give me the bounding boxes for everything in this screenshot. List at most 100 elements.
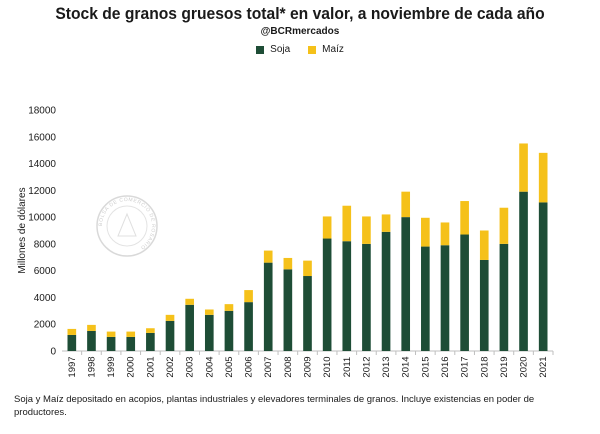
x-tick-label: 1998 bbox=[86, 356, 97, 377]
bar-soja-2013 bbox=[381, 231, 391, 351]
bar-maiz-2009 bbox=[303, 260, 312, 277]
y-tick-label: 0 bbox=[50, 347, 56, 358]
bar-soja-2008 bbox=[283, 269, 293, 351]
chart-title: Stock de granos gruesos total* en valor,… bbox=[55, 4, 545, 23]
bar-maiz-2015 bbox=[421, 217, 430, 247]
x-tick-label: 2003 bbox=[185, 356, 196, 377]
legend-swatch-soja bbox=[256, 45, 265, 54]
x-tick-label: 2019 bbox=[499, 356, 510, 377]
chart-subtitle: @BCRmercados bbox=[260, 26, 340, 37]
bar-soja-2014 bbox=[401, 217, 411, 351]
bar-maiz-2001 bbox=[146, 328, 155, 333]
bar-maiz-2017 bbox=[460, 201, 469, 235]
x-tick-label: 2000 bbox=[126, 356, 137, 377]
x-tick-label: 2001 bbox=[145, 356, 156, 377]
y-tick-label: 10000 bbox=[28, 213, 56, 224]
bar-maiz-2004 bbox=[204, 309, 214, 315]
bar-maiz-2003 bbox=[185, 298, 194, 305]
x-tick-label: 2009 bbox=[303, 356, 314, 377]
y-tick-label: 18000 bbox=[28, 106, 56, 117]
bar-soja-2000 bbox=[126, 336, 136, 351]
x-tick-label: 2020 bbox=[519, 356, 530, 377]
bar-maiz-2019 bbox=[499, 207, 509, 244]
x-tick-label: 2011 bbox=[342, 357, 353, 377]
bar-maiz-2007 bbox=[263, 250, 273, 263]
bar-maiz-1999 bbox=[106, 331, 116, 337]
footnote: Soja y Maíz depositado en acopios, plant… bbox=[14, 394, 535, 418]
bar-soja-2003 bbox=[185, 304, 194, 351]
x-tick-label: 2007 bbox=[263, 356, 274, 377]
bar-soja-2016 bbox=[440, 245, 450, 351]
bar-soja-2020 bbox=[519, 191, 528, 351]
x-tick-label: 2010 bbox=[322, 356, 333, 377]
y-tick-label: 12000 bbox=[28, 186, 56, 197]
bar-soja-1999 bbox=[106, 336, 116, 351]
x-tick-label: 1997 bbox=[67, 356, 78, 377]
bar-soja-2007 bbox=[263, 262, 273, 351]
legend-label-soja: Soja bbox=[270, 44, 291, 55]
x-tick-label: 2017 bbox=[460, 356, 471, 377]
stacked-bar-chart: BOLSA DE COMERCIO DE ROSARIO020004000600… bbox=[17, 106, 554, 378]
bar-maiz-2020 bbox=[519, 143, 528, 192]
x-tick-label: 2016 bbox=[440, 356, 451, 377]
bar-soja-1997 bbox=[67, 334, 77, 351]
bar-soja-2012 bbox=[362, 243, 371, 351]
x-tick-label: 1999 bbox=[106, 356, 117, 377]
bar-maiz-2000 bbox=[126, 331, 136, 337]
x-tick-label: 2014 bbox=[401, 356, 412, 377]
y-tick-label: 14000 bbox=[28, 159, 56, 170]
y-tick-label: 6000 bbox=[34, 266, 57, 277]
x-tick-label: 2002 bbox=[165, 356, 176, 377]
bar-maiz-2018 bbox=[479, 230, 489, 260]
bar-soja-2015 bbox=[421, 246, 430, 351]
bar-maiz-2008 bbox=[283, 257, 293, 270]
bar-maiz-2012 bbox=[362, 216, 371, 244]
bar-soja-2010 bbox=[322, 238, 332, 351]
x-tick-label: 2008 bbox=[283, 356, 294, 377]
bar-maiz-2010 bbox=[322, 216, 332, 239]
legend-item-soja: Soja bbox=[256, 44, 290, 55]
bar-maiz-2014 bbox=[401, 191, 411, 218]
legend-swatch-maiz bbox=[308, 45, 317, 54]
x-tick-label: 2015 bbox=[420, 356, 431, 377]
bar-maiz-2005 bbox=[224, 304, 234, 311]
watermark-seal-inner bbox=[106, 205, 148, 247]
y-tick-label: 16000 bbox=[28, 132, 56, 143]
bar-soja-2018 bbox=[479, 259, 489, 351]
bar-maiz-1997 bbox=[67, 328, 77, 335]
x-tick-label: 2021 bbox=[538, 356, 549, 377]
x-tick-label: 2012 bbox=[361, 356, 372, 377]
bar-maiz-2016 bbox=[440, 222, 450, 246]
x-tick-label: 2004 bbox=[204, 356, 215, 377]
y-tick-label: 4000 bbox=[34, 293, 57, 304]
x-tick-label: 2005 bbox=[224, 356, 235, 377]
legend-item-maiz: Maíz bbox=[308, 44, 344, 55]
bar-soja-2002 bbox=[165, 320, 175, 351]
bar-maiz-2011 bbox=[342, 205, 352, 242]
bar-maiz-2021 bbox=[538, 152, 548, 203]
bar-soja-1998 bbox=[87, 330, 96, 351]
bar-soja-2009 bbox=[303, 276, 312, 351]
watermark-seal-outer bbox=[96, 195, 158, 257]
bar-maiz-2013 bbox=[381, 214, 391, 232]
y-tick-label: 2000 bbox=[34, 320, 57, 331]
bar-soja-2004 bbox=[204, 314, 214, 351]
bar-maiz-2002 bbox=[165, 314, 175, 321]
chart-legend: Soja Maíz bbox=[0, 44, 600, 55]
bar-soja-2017 bbox=[460, 234, 469, 351]
x-tick-label: 2018 bbox=[479, 356, 490, 377]
bar-soja-2001 bbox=[146, 332, 155, 351]
bar-soja-2005 bbox=[224, 310, 234, 351]
y-axis-label: Millones de dólares bbox=[17, 187, 28, 273]
watermark-emblem bbox=[117, 212, 137, 237]
bar-soja-2021 bbox=[538, 202, 548, 351]
x-tick-label: 2013 bbox=[381, 356, 392, 377]
y-tick-label: 8000 bbox=[34, 239, 57, 250]
x-tick-label: 2006 bbox=[244, 356, 255, 377]
bar-maiz-1998 bbox=[87, 324, 96, 331]
bar-maiz-2006 bbox=[244, 290, 253, 303]
bar-soja-2019 bbox=[499, 243, 509, 351]
bar-soja-2011 bbox=[342, 241, 352, 351]
bar-soja-2006 bbox=[244, 302, 253, 351]
legend-label-maiz: Maíz bbox=[322, 44, 344, 55]
